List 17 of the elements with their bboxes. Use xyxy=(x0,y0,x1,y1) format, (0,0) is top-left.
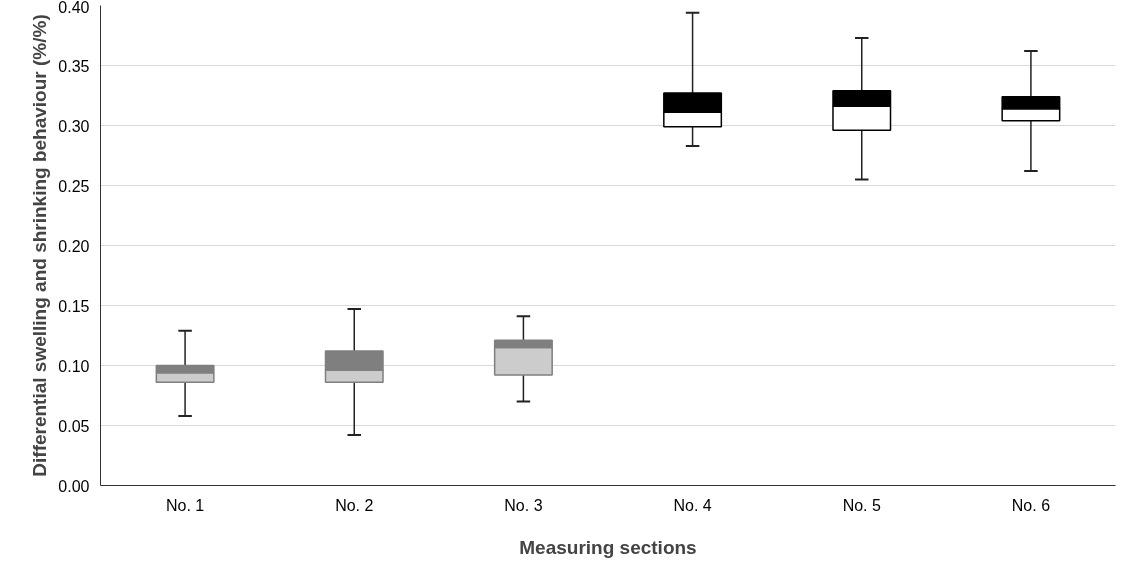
y-tick-label: 0.10 xyxy=(58,357,90,375)
x-tick-label: No. 4 xyxy=(673,496,712,514)
y-tick-label: 0.35 xyxy=(58,57,90,75)
y-axis-title: Differential swelling and shrinking behaviour (%/%) xyxy=(29,14,51,477)
y-tick-label: 0.40 xyxy=(58,0,90,16)
y-tick-label: 0.00 xyxy=(58,477,90,495)
y-tick-label: 0.15 xyxy=(58,297,90,315)
x-tick-label: No. 6 xyxy=(1011,496,1051,514)
y-tick-label: 0.25 xyxy=(58,177,90,195)
y-tick-label: 0.20 xyxy=(58,237,90,255)
x-tick-label: No. 5 xyxy=(842,496,881,514)
x-tick-label: No. 1 xyxy=(165,496,205,514)
x-tick-label: No. 3 xyxy=(504,496,543,514)
x-tick-label: No. 2 xyxy=(335,496,374,514)
y-tick-label: 0.05 xyxy=(58,417,90,435)
x-axis-title: Measuring sections xyxy=(519,536,697,558)
y-tick-label: 0.30 xyxy=(58,117,90,135)
